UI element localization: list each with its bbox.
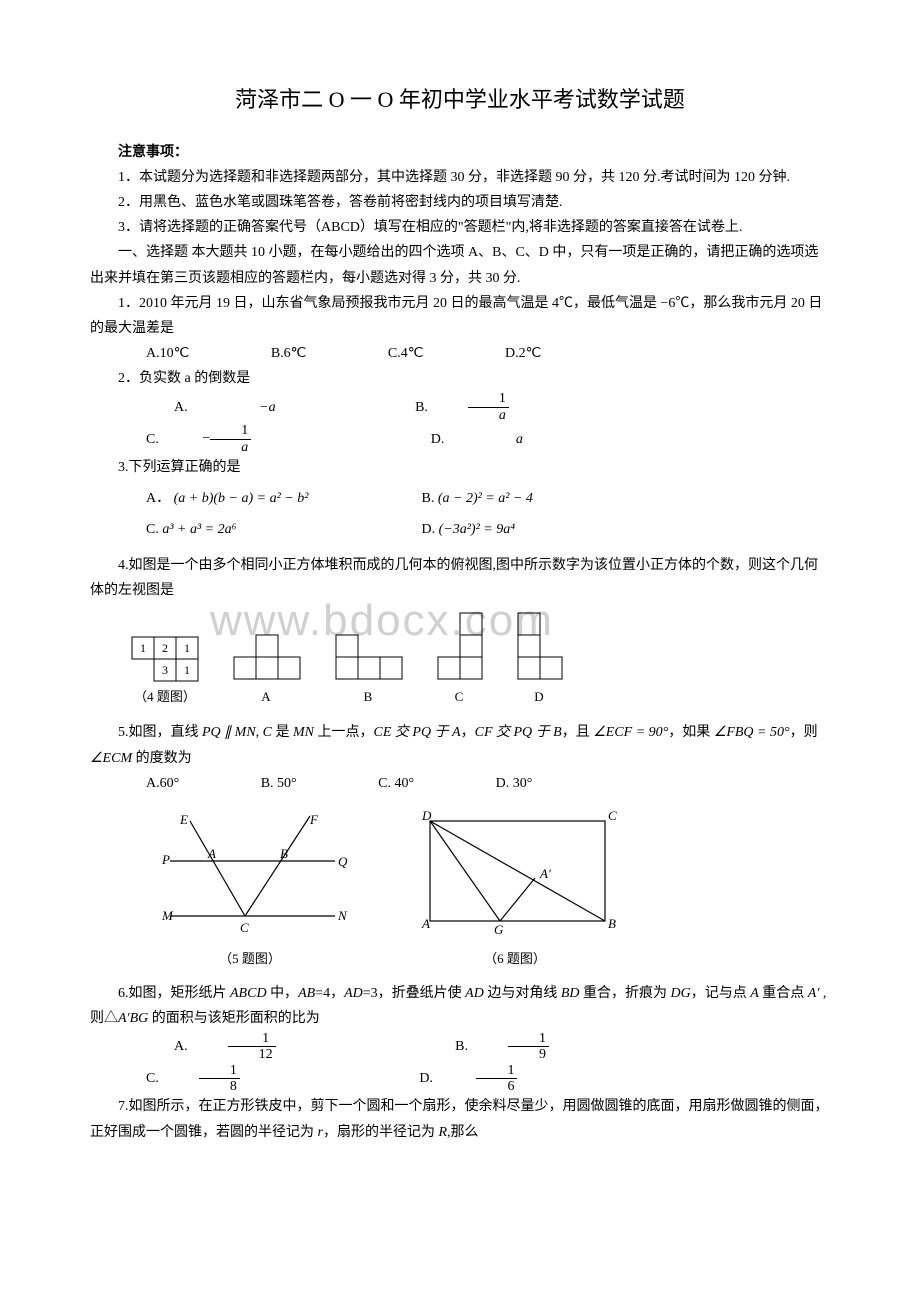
- q6-text: 6.如图，矩形纸片 ABCD 中，AB=4，AD=3，折叠纸片使 AD 边与对角…: [90, 981, 830, 1031]
- q6-opt-a: A.112: [118, 1031, 356, 1063]
- svg-text:M: M: [161, 908, 174, 923]
- q5-options: A.60° B. 50° C. 40° D. 30°: [90, 771, 830, 796]
- q2-opt-d: D. a: [375, 426, 563, 451]
- q3-opt-b: B. (a − 2)² = a² − 4: [422, 491, 533, 506]
- q1-opt-c: C.4℃: [360, 341, 424, 366]
- q5-opt-c: C. 40°: [350, 771, 414, 796]
- svg-text:2: 2: [162, 641, 168, 655]
- page-title: 菏泽市二 O 一 O 年初中学业水平考试数学试题: [90, 80, 830, 120]
- q3-row2: C. a³ + a³ = 2a⁶ D. (−3a²)² = 9a⁴: [90, 517, 830, 542]
- notice-2: 2．用黑色、蓝色水笔或圆珠笔答卷，答卷前将密封线内的项目填写清楚.: [90, 190, 830, 215]
- q2-options: A. −a B.1a C. −1a D. a: [90, 391, 830, 455]
- q4-text: 4.如图是一个由多个相同小正方体堆积而成的几何本的俯视图,图中所示数字为该位置小…: [90, 553, 830, 603]
- q7-text: 7.如图所示，在正方形铁皮中，剪下一个圆和一个扇形，使余料尽量少，用圆做圆锥的底…: [90, 1094, 830, 1144]
- svg-text:Q: Q: [338, 854, 348, 869]
- svg-text:F: F: [309, 812, 319, 827]
- svg-text:E: E: [179, 812, 188, 827]
- svg-text:A′: A′: [539, 866, 551, 881]
- notice-header: 注意事项：: [90, 140, 830, 165]
- q4-opt-d-fig: D: [514, 611, 564, 708]
- svg-text:C: C: [608, 808, 617, 823]
- q5-opt-a: A.60°: [118, 771, 179, 796]
- q4-opt-c-fig: C: [434, 611, 484, 708]
- q1-text: 1．2010 年元月 19 日，山东省气象局预报我市元月 20 日的最高气温是 …: [90, 291, 830, 341]
- q1-opt-b: B.6℃: [243, 341, 307, 366]
- q3-opt-c: C. a³ + a³ = 2a⁶: [118, 517, 418, 542]
- q3-text: 3.下列运算正确的是: [90, 455, 830, 480]
- svg-text:C: C: [240, 920, 249, 935]
- svg-text:G: G: [494, 922, 504, 936]
- svg-text:N: N: [337, 908, 348, 923]
- svg-text:1: 1: [184, 641, 190, 655]
- q4-grid: 1 2 1 3 1 （4 题图）: [130, 635, 200, 708]
- svg-text:A: A: [421, 916, 430, 931]
- svg-text:1: 1: [184, 663, 190, 677]
- svg-text:3: 3: [162, 663, 168, 677]
- svg-text:B: B: [280, 846, 288, 861]
- q1-options: A.10℃ B.6℃ C.4℃ D.2℃: [90, 341, 830, 366]
- section1-intro: 一、选择题 本大题共 10 小题，在每小题给出的四个选项 A、B、C、D 中，只…: [90, 240, 830, 290]
- q3-opt-d: D. (−3a²)² = 9a⁴: [422, 522, 516, 537]
- q5-q6-figures: EF PQ AB MN C （5 题图） DC AB GA′ （6 题图）: [150, 806, 830, 971]
- q6-figure: DC AB GA′ （6 题图）: [410, 806, 620, 971]
- q2-text: 2．负实数 a 的倒数是: [90, 366, 830, 391]
- q5-opt-d: D. 30°: [468, 771, 533, 796]
- svg-text:B: B: [608, 916, 616, 931]
- svg-text:A: A: [207, 846, 216, 861]
- svg-text:D: D: [421, 808, 432, 823]
- q2-opt-a: A. −a: [118, 395, 316, 420]
- notice-3: 3．请将选择题的正确答案代号（ABCD）填写在相应的"答题栏"内,将非选择题的答…: [90, 215, 830, 240]
- q5-figure: EF PQ AB MN C （5 题图）: [150, 806, 350, 971]
- q3-row1: A． (a + b)(b − a) = a² − b² B. (a − 2)² …: [90, 486, 830, 511]
- q4-figures: 1 2 1 3 1 （4 题图） A B C D: [130, 611, 830, 708]
- q6-opt-d: D. 16: [363, 1063, 597, 1095]
- notice-1: 1．本试题分为选择题和非选择题两部分，其中选择题 30 分，非选择题 90 分，…: [90, 165, 830, 190]
- q4-opt-a-fig: A: [230, 633, 302, 708]
- q3-opt-a: A． (a + b)(b − a) = a² − b²: [118, 486, 418, 511]
- q1-opt-d: D.2℃: [477, 341, 541, 366]
- q2-opt-c: C. −1a: [90, 423, 331, 455]
- q6-opt-b: B.19: [399, 1031, 629, 1063]
- q2-opt-b: B.1a: [359, 391, 589, 423]
- q1-opt-a: A.10℃: [118, 341, 189, 366]
- q6-opt-c: C.18: [90, 1063, 320, 1095]
- q5-text: 5.如图，直线 PQ ∥ MN, C 是 MN 上一点，CE 交 PQ 于 A，…: [90, 720, 830, 770]
- q4-opt-b-fig: B: [332, 633, 404, 708]
- svg-text:1: 1: [140, 641, 146, 655]
- q5-opt-b: B. 50°: [233, 771, 297, 796]
- svg-text:P: P: [161, 852, 170, 867]
- q6-options: A.112 B.19 C.18 D. 16: [90, 1031, 830, 1095]
